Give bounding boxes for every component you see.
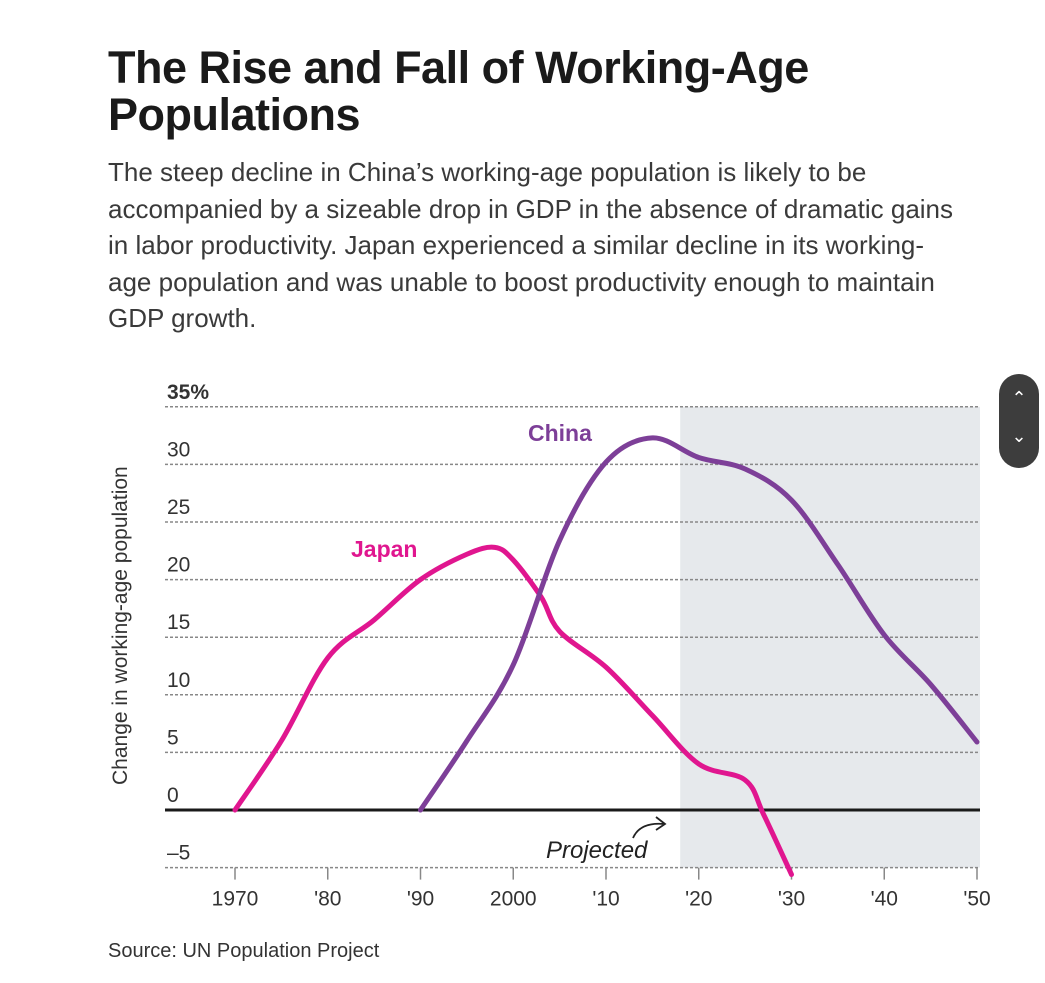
y-tick-label: –5 <box>167 842 190 865</box>
line-chart: 35% 30 25 20 15 10 5 0 –5 1970 '80 '90 2000 '10 '20 '3… <box>109 381 991 911</box>
y-tick-label: 30 <box>167 438 190 461</box>
chevron-down-icon[interactable]: ⌄ <box>1011 426 1027 446</box>
x-tick-label: '20 <box>685 888 712 911</box>
y-tick-label: 10 <box>167 669 190 692</box>
y-axis-label: Change in working-age population <box>109 466 132 785</box>
x-tick-label: '80 <box>314 888 341 911</box>
scroll-control[interactable]: ⌃ ⌄ <box>999 374 1039 468</box>
projected-label: Projected <box>546 837 648 864</box>
y-tick-label: 20 <box>167 554 190 577</box>
projected-arrow-icon <box>632 816 667 839</box>
x-tick-label: '90 <box>407 888 434 911</box>
x-tick-label: '40 <box>871 888 898 911</box>
series-label-china: China <box>528 420 592 446</box>
x-tick-label: '50 <box>963 888 990 911</box>
y-tick-label: 0 <box>167 784 179 807</box>
chart-subtitle: The steep decline in China’s working-age… <box>108 157 954 333</box>
y-tick-label: 25 <box>167 496 190 519</box>
x-tick-label: 1970 <box>212 888 259 911</box>
source-note: Source: UN Population Project <box>108 940 380 962</box>
x-tick-label: 2000 <box>490 888 537 911</box>
chart-title: The Rise and Fall of Working-Age Populat… <box>108 42 809 140</box>
x-tick-label: '10 <box>592 888 619 911</box>
x-tick-label: '30 <box>778 888 805 911</box>
series-line-china <box>418 435 980 813</box>
y-tick-label: 5 <box>167 726 179 749</box>
y-tick-label: 35% <box>167 381 209 404</box>
chevron-up-icon[interactable]: ⌃ <box>1011 388 1027 408</box>
series-line-japan <box>232 544 794 878</box>
series-label-japan: Japan <box>351 536 417 562</box>
y-tick-label: 15 <box>167 611 190 634</box>
